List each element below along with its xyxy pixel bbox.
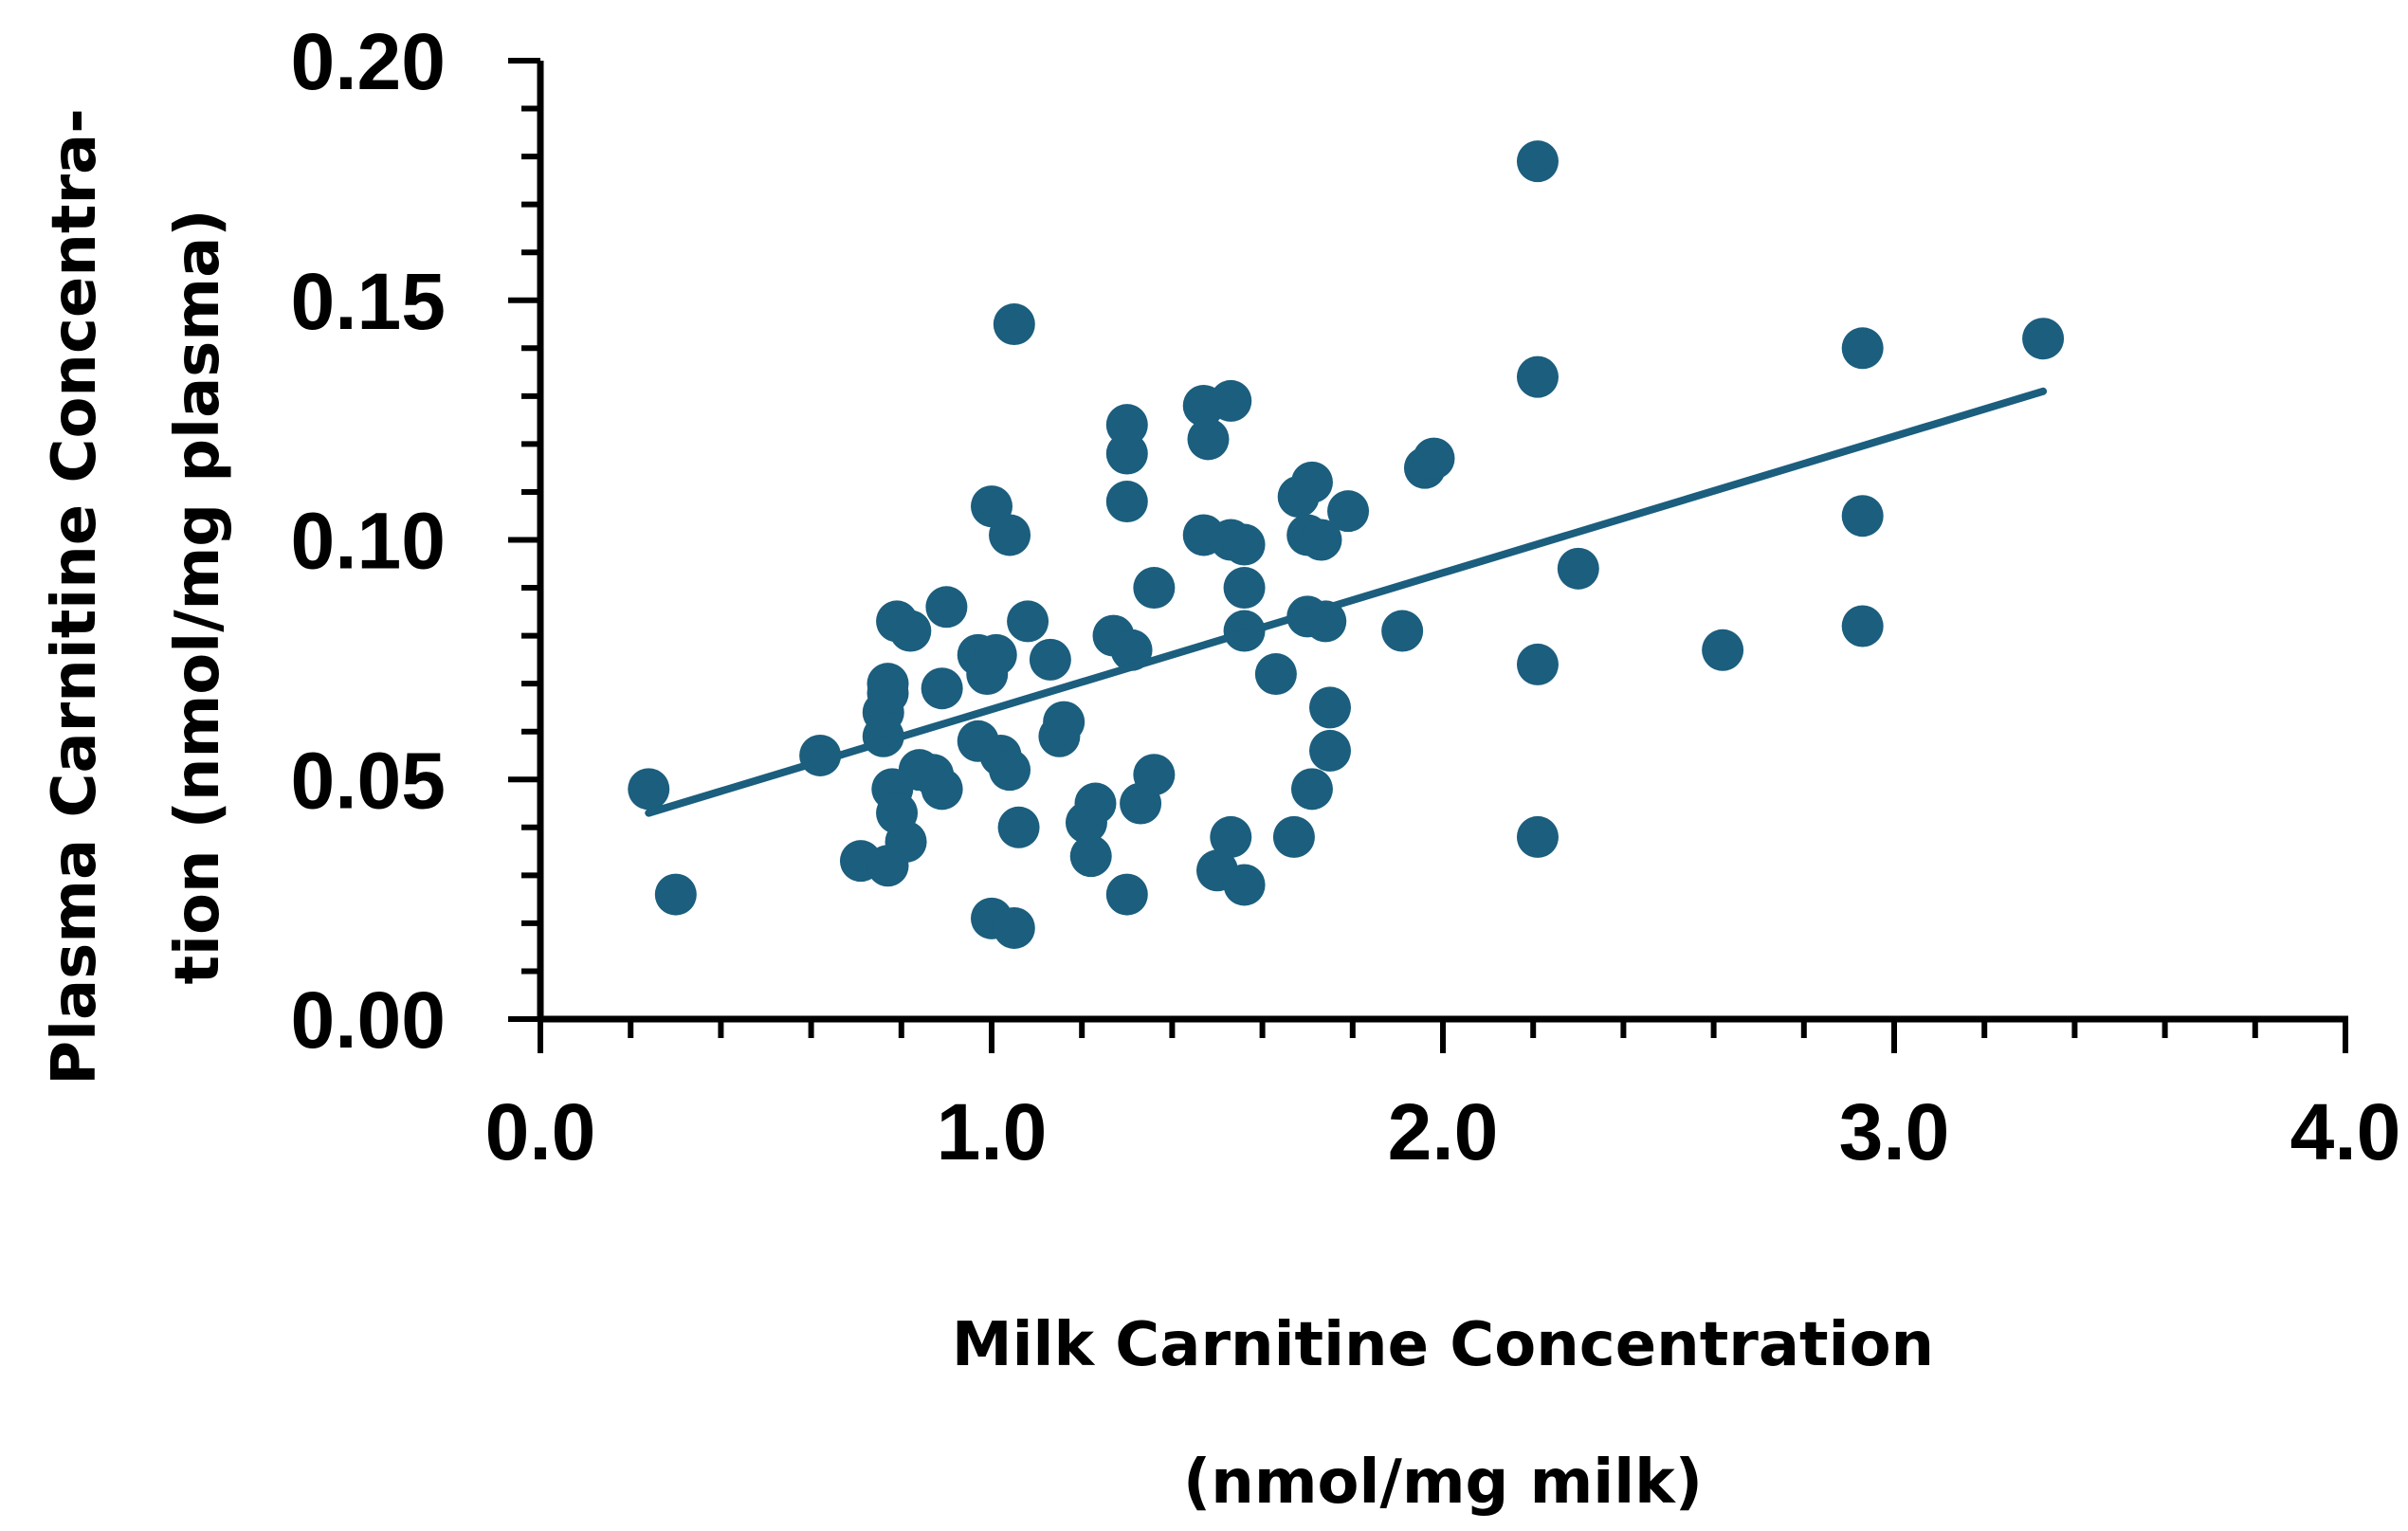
data-point [1038,715,1081,757]
y-tick-label: 0.00 [291,975,447,1065]
data-point [1007,600,1049,643]
y-tick-label: 0.05 [291,736,447,825]
data-point [1557,547,1599,590]
data-point [989,749,1031,792]
data-point [989,514,1031,556]
data-point [1413,437,1455,480]
data-point [867,663,909,705]
data-point [1210,815,1252,858]
data-point [975,633,1017,676]
data-point [1841,495,1884,538]
data-point [628,768,670,811]
data-point [921,667,963,710]
data-point [1516,815,1559,858]
y-axis-title: Plasma Carnitine Concentra- [40,108,110,1085]
data-point [997,806,1040,848]
y-tick-label: 0.15 [291,257,447,346]
data-point [1272,815,1315,858]
data-point [1702,629,1744,671]
x-tick-label: 3.0 [1839,1087,1950,1176]
axis-titles: Milk Carnitine Concentration (nmol/mg mil… [40,108,1934,1518]
data-point [1290,461,1333,503]
data-point [1309,729,1351,772]
data-point [925,586,968,629]
data-point [1516,140,1559,183]
tick-labels: 0.00 0.05 0.10 0.15 0.20 0.0 1.0 2.0 3.0 4.0 [291,17,2401,1176]
data-point [889,610,932,652]
data-point [1223,523,1266,566]
data-point [1210,379,1252,422]
data-point [885,820,927,863]
data-point [1516,643,1559,685]
y-tick-label: 0.10 [291,497,447,586]
data-point [1381,610,1424,652]
data-point [1105,432,1148,475]
data-point [2022,318,2065,360]
data-point [1223,567,1266,610]
data-point [1133,754,1176,796]
data-point [654,873,697,916]
data-point [1105,873,1148,916]
x-axis-title: Milk Carnitine Concentration [952,1310,1934,1380]
data-points [628,140,2065,949]
trendline-group [645,387,2048,817]
data-point [1309,686,1351,729]
data-point [1516,355,1559,398]
x-tick-label: 4.0 [2290,1087,2401,1176]
x-tick-label: 1.0 [937,1087,1048,1176]
data-point [993,906,1035,949]
data-point [1841,605,1884,647]
data-point [1133,567,1176,610]
data-point [1254,653,1297,696]
axes [508,58,2348,1053]
data-point [1223,864,1266,906]
trendline [645,387,2048,817]
data-point [1074,782,1117,825]
y-axis-title-cont: tion (nmol/mg plasma) [163,209,233,984]
data-point [1290,768,1333,811]
data-point [1841,327,1884,370]
data-point [1105,481,1148,523]
data-point [921,768,963,811]
data-point [1069,835,1112,878]
data-point [993,303,1035,346]
data-point [1029,638,1071,681]
data-point [1187,418,1230,461]
data-point [1327,490,1370,533]
data-point [1105,404,1148,447]
x-tick-label: 2.0 [1388,1087,1499,1176]
x-axis-units: (nmol/mg milk) [1183,1448,1703,1518]
x-tick-label: 0.0 [485,1087,596,1176]
data-point [1300,519,1342,561]
y-tick-label: 0.20 [291,17,447,106]
